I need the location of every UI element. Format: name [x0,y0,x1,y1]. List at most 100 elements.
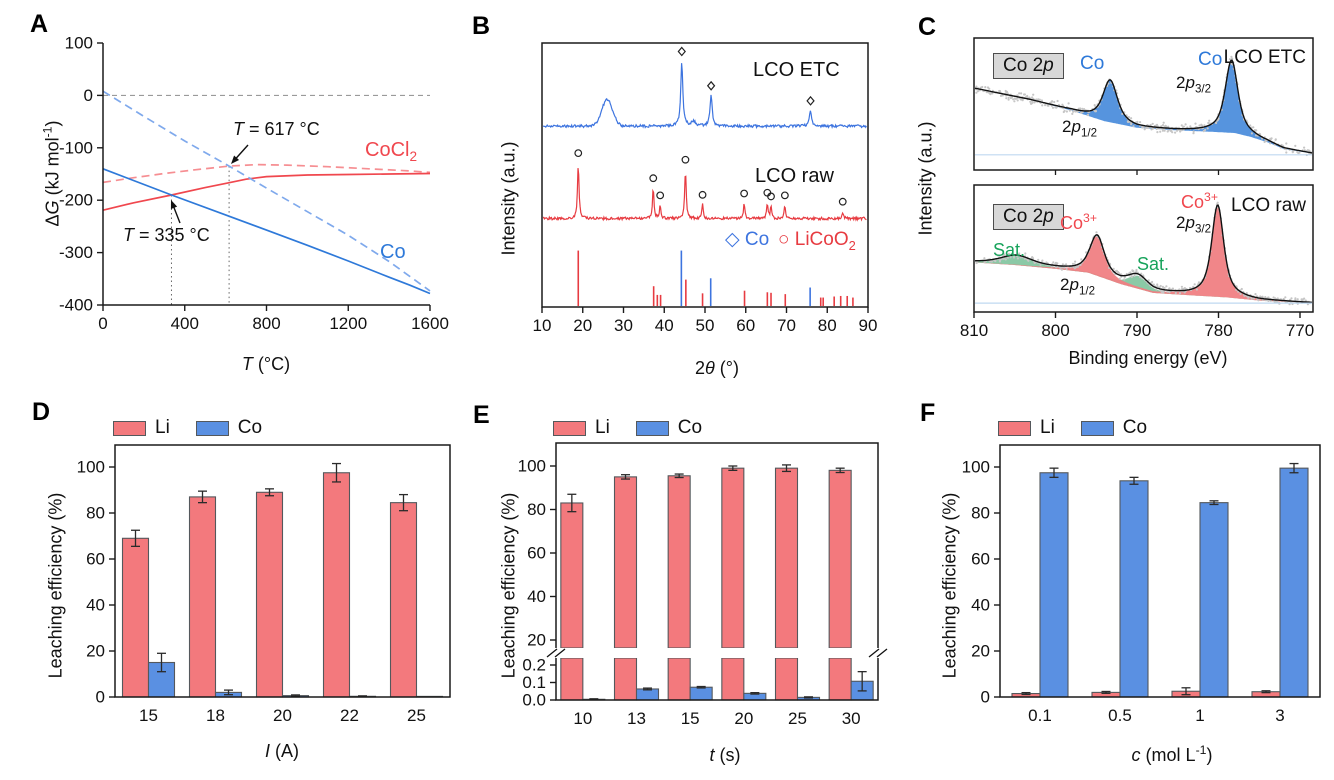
y-axis-label-d: Leaching efficiency (%) [45,492,66,679]
legend-swatch-co [195,420,229,436]
bar-co-0.5 [1119,480,1149,698]
category-label: 15 [139,706,158,725]
peak-marker-circle [698,190,707,199]
y-axis-label-a: ΔG (kJ mol-1) [40,120,63,227]
panel-d: D 0 20 40 60 80 100 15 18 20 22 25 I (A) Leaching … [28,395,460,780]
y-axis-label-c: Intensity (a.u.) [915,121,936,236]
legend-swatch-li [998,420,1031,436]
label-co3-2: Co3+ [1181,190,1218,212]
axis-break-mark [554,648,566,658]
tick-label: 20 [527,631,546,650]
panel-letter-e: E [473,401,490,429]
tick-label: 80 [527,500,546,519]
trace-label-lco-etc: LCO ETC [753,59,840,81]
tick-label: 790 [1123,321,1151,340]
tick-label: 800 [252,314,280,333]
panel-letter-f: F [920,399,936,427]
tick-label: 20 [971,642,990,661]
xps-envelope [974,59,1313,154]
label-2p12-bottom: 2p1/2 [1060,275,1095,298]
tick-label: 770 [1286,321,1314,340]
bar-li-30 [828,469,852,649]
bar-li-18 [188,496,217,698]
legend-swatch-li [113,420,146,436]
tick-label: 60 [736,316,755,335]
tick-label: 70 [777,316,796,335]
legend-co: ◇ Co [725,229,770,250]
annotation: T = 617 °C [233,119,320,139]
label-2p32-bottom: 2p3/2 [1176,213,1211,236]
tick-label: -300 [59,243,93,262]
legend-swatch-co [1080,420,1114,436]
peak-marker-circle [740,189,749,198]
panel-a-plot: 0 400 800 1200 1600 100 0 -100 -200 -300 -400 [59,34,449,334]
tick-label: 20 [573,316,592,335]
legend-swatch-li [553,420,586,436]
bar-co-3 [1279,467,1309,698]
category-label: 20 [273,706,292,725]
xps-fill [975,205,1312,303]
tick-label: 40 [655,316,674,335]
bar-co-13 [635,688,660,701]
xps-envelope [974,204,1312,303]
tick-label: 40 [527,587,546,606]
axis-break-mark [546,648,558,658]
legend-item-co: Co [195,417,262,439]
panel-letter-a: A [30,10,49,38]
tick-label: 0 [981,688,990,707]
panel-e: E 20 40 60 80 100 0.0 0.1 0.2 10 13 15 20 25 30 t (s)… [465,395,895,780]
category-label: 0.5 [1108,706,1132,725]
series-co-solid [102,168,431,295]
tick-label: 780 [1204,321,1232,340]
label-co3-1: Co3+ [1060,211,1097,233]
legend: Li Co [553,417,702,439]
annotation: T = 335 °C [123,225,210,245]
trace-label-lco-raw: LCO raw [755,165,834,187]
tick-label: 0.2 [522,656,546,675]
panel-f: F 0 20 40 60 80 100 0.1 0.5 1 3 c (mol L-1) Leach… [900,395,1334,780]
bar-co-0.1 [1039,472,1069,698]
tick-label: 810 [960,321,988,340]
label-lco-raw: LCO raw [1231,195,1306,216]
category-label: 0.1 [1028,706,1052,725]
tick-label: 0 [84,86,93,105]
bar-li-low-30 [828,657,852,701]
x-axis-label-f: c (mol L-1) [1131,743,1213,765]
bar-li-low-13 [613,657,638,701]
peak-marker-circle [681,155,690,164]
bar-li-22 [322,472,351,698]
panel-d-plot: 0 20 40 60 80 100 15 18 20 22 25 [77,444,451,725]
tick-label: 30 [614,316,633,335]
peak-marker-circle [780,191,789,200]
series-co-dashed [102,90,431,292]
tick-label: 50 [696,316,715,335]
trace-lco-etc [543,63,867,130]
bar-li-25 [389,502,418,698]
category-label: 30 [842,709,861,728]
tick-label: 1600 [411,314,449,333]
panel-b-plot: 10 20 30 40 50 60 70 80 90 [533,42,877,335]
bar-li-13 [613,476,638,649]
category-label: 20 [734,709,753,728]
tick-label: 60 [527,544,546,563]
axis-break-mark [876,648,888,658]
legend-label: Li [1040,417,1055,438]
legend-licoo2: ○ LiCoO2 [778,229,856,253]
trace-lco-raw [542,168,867,222]
bar-li-20 [255,491,284,698]
xps-fill [975,60,1312,154]
y-axis-label-e: Leaching efficiency (%) [498,492,519,679]
series-cocl2-dashed [102,163,431,184]
panel-letter-c: C [918,13,937,41]
tick-label: -200 [59,191,93,210]
bar-co-1 [1199,502,1229,698]
legend: Li Co [998,417,1147,439]
panel-c: C 810 800 790 780 770 Binding energy (eV) In… [900,8,1334,386]
tag-co2p-bottom: Co 2p [993,204,1064,230]
bar-li-20 [721,467,745,649]
category-label: 25 [407,706,426,725]
tick-label: 0.1 [522,673,546,692]
category-label: 25 [788,709,807,728]
legend-label: Co [677,417,703,438]
